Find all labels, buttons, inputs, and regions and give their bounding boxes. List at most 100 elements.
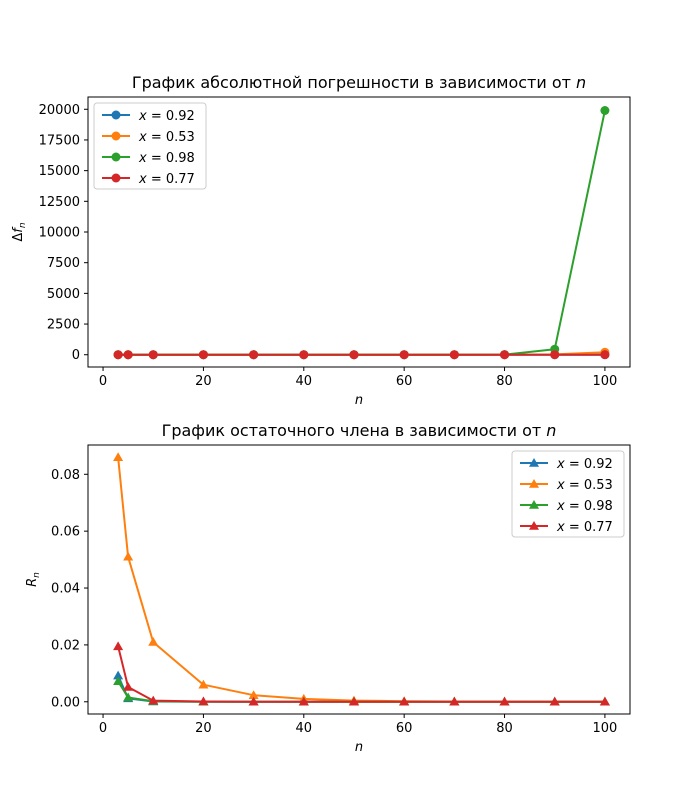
data-point xyxy=(298,696,309,706)
y-tick-label: 0 xyxy=(72,348,80,363)
legend-entry: x = 0.92 xyxy=(102,109,195,124)
x-tick-label: 100 xyxy=(592,721,617,736)
legend-entry: x = 0.98 xyxy=(520,499,613,514)
x-axis-label: n xyxy=(355,740,363,755)
series-line-0 xyxy=(117,675,605,703)
legend-marker xyxy=(529,521,539,530)
y-tick-label: 5000 xyxy=(47,287,80,302)
data-point xyxy=(198,350,208,360)
data-point xyxy=(113,670,124,680)
legend-marker xyxy=(111,152,121,162)
y-tick-label: 20000 xyxy=(39,103,80,118)
data-point xyxy=(499,696,510,706)
data-point xyxy=(248,696,259,706)
data-point xyxy=(123,692,134,702)
data-point xyxy=(123,681,134,691)
y-tick-label: 7500 xyxy=(47,256,80,271)
x-tick-label: 100 xyxy=(592,374,617,389)
legend-entry: x = 0.77 xyxy=(520,520,613,535)
chart-absolute-error: График абсолютной погрешности в зависимо… xyxy=(11,73,631,408)
legend-label: x = 0.98 xyxy=(556,499,613,514)
legend-label: x = 0.98 xyxy=(138,151,195,166)
x-axis-label: n xyxy=(355,393,363,408)
data-point xyxy=(399,350,409,360)
legend-marker xyxy=(529,458,539,467)
data-point xyxy=(449,350,459,360)
legend-label: x = 0.53 xyxy=(138,130,195,145)
x-tick-label: 80 xyxy=(496,721,513,736)
data-point xyxy=(348,696,359,706)
axes-frame xyxy=(87,444,631,715)
data-point xyxy=(449,696,460,706)
data-point xyxy=(349,350,359,360)
data-point xyxy=(113,641,124,651)
x-tick-label: 80 xyxy=(496,374,513,389)
y-axis-label: Rn xyxy=(25,572,42,587)
data-point xyxy=(248,690,259,699)
data-point xyxy=(550,350,560,360)
plot-area xyxy=(113,452,610,706)
legend-label: x = 0.92 xyxy=(556,457,613,472)
legend-marker xyxy=(529,500,539,509)
legend: x = 0.92 x = 0.53 x = 0.98 x = 0.77 xyxy=(93,102,207,190)
x-tick-label: 40 xyxy=(296,721,313,736)
y-tick-label: 12500 xyxy=(39,195,80,210)
legend-marker xyxy=(529,479,539,488)
y-tick-label: 0.08 xyxy=(51,468,80,483)
y-tick-label: 2500 xyxy=(47,318,80,333)
legend: x = 0.92 x = 0.53 x = 0.98 x = 0.77 xyxy=(511,450,625,538)
legend-entry: x = 0.92 xyxy=(520,457,613,472)
y-tick-label: 0.04 xyxy=(51,582,80,597)
y-tick-label: 0.06 xyxy=(51,525,80,540)
x-tick-label: 40 xyxy=(296,374,313,389)
legend-marker xyxy=(111,131,121,141)
x-tick-label: 0 xyxy=(99,721,107,736)
x-tick-label: 60 xyxy=(396,374,413,389)
legend-box xyxy=(93,102,207,190)
y-tick-label: 15000 xyxy=(39,164,80,179)
legend-entry: x = 0.53 xyxy=(520,478,613,493)
legend-label: x = 0.92 xyxy=(138,109,195,124)
plot-area xyxy=(113,106,610,360)
y-tick-label: 10000 xyxy=(39,226,80,241)
chart-title: График абсолютной погрешности в зависимо… xyxy=(132,73,586,92)
data-point xyxy=(600,106,610,115)
x-tick-label: 20 xyxy=(195,721,212,736)
x-tick-label: 20 xyxy=(195,374,212,389)
legend-entry: x = 0.53 xyxy=(102,130,195,145)
data-point xyxy=(600,350,610,360)
series-line-3 xyxy=(117,646,605,703)
data-point xyxy=(599,696,610,706)
data-point xyxy=(148,695,159,705)
chart-title: График остаточного члена в зависимости о… xyxy=(162,421,557,440)
legend-entry: x = 0.98 xyxy=(102,151,195,166)
data-point xyxy=(249,350,259,360)
legend-label: x = 0.77 xyxy=(556,520,613,535)
y-tick-label: 0.02 xyxy=(51,638,80,653)
data-point xyxy=(113,350,123,360)
x-tick-label: 0 xyxy=(99,374,107,389)
chart-remainder-term: График остаточного члена в зависимости о… xyxy=(25,421,631,755)
legend-label: x = 0.53 xyxy=(556,478,613,493)
legend-marker xyxy=(111,110,121,120)
data-point xyxy=(500,350,510,360)
data-point xyxy=(123,350,133,360)
data-point xyxy=(198,696,209,706)
data-point xyxy=(299,350,309,360)
data-point xyxy=(148,350,158,360)
x-tick-label: 60 xyxy=(396,721,413,736)
data-point xyxy=(198,679,209,689)
data-point xyxy=(113,452,124,461)
y-tick-label: 17500 xyxy=(39,133,80,148)
legend-label: x = 0.77 xyxy=(138,172,195,187)
series-line-2 xyxy=(117,680,605,703)
y-axis-label: Δfn xyxy=(11,222,28,241)
data-point xyxy=(399,696,410,706)
data-point xyxy=(123,551,134,561)
data-point xyxy=(113,676,124,686)
legend-marker xyxy=(111,173,121,183)
y-tick-label: 0.00 xyxy=(51,695,80,710)
data-point xyxy=(148,637,159,646)
legend-entry: x = 0.77 xyxy=(102,172,195,187)
